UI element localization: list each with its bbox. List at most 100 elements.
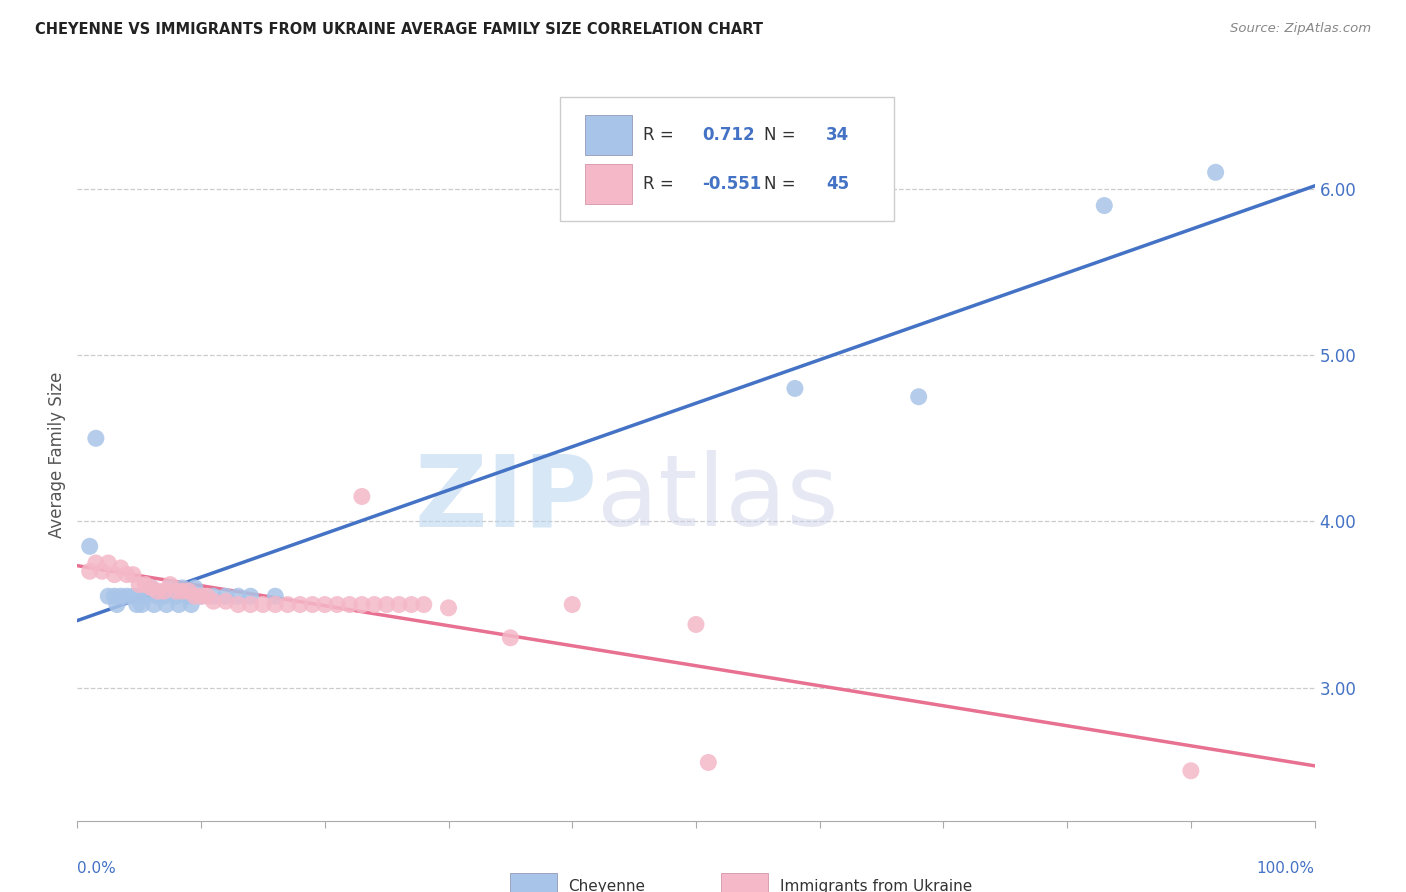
Text: Source: ZipAtlas.com: Source: ZipAtlas.com	[1230, 22, 1371, 36]
Point	[264, 598, 287, 612]
Point	[215, 594, 238, 608]
Text: N =: N =	[763, 127, 801, 145]
Point	[697, 756, 720, 770]
Point	[226, 589, 249, 603]
FancyBboxPatch shape	[585, 115, 631, 155]
Point	[103, 589, 125, 603]
Point	[155, 598, 177, 612]
Point	[165, 589, 187, 603]
Point	[134, 577, 156, 591]
FancyBboxPatch shape	[560, 96, 894, 221]
Point	[153, 584, 176, 599]
Point	[91, 564, 114, 578]
Text: 0.712: 0.712	[702, 127, 755, 145]
Point	[202, 589, 225, 603]
Point	[239, 598, 262, 612]
Point	[84, 431, 107, 445]
Point	[103, 567, 125, 582]
Point	[184, 589, 207, 603]
Point	[412, 598, 434, 612]
Text: R =: R =	[643, 176, 679, 194]
Point	[153, 589, 176, 603]
Point	[79, 539, 101, 553]
Point	[115, 567, 138, 582]
Point	[122, 567, 145, 582]
Point	[685, 617, 707, 632]
Point	[159, 577, 181, 591]
Point	[134, 589, 156, 603]
Point	[350, 490, 373, 504]
Point	[190, 589, 212, 603]
Point	[215, 589, 238, 603]
Text: -0.551: -0.551	[702, 176, 762, 194]
Point	[388, 598, 411, 612]
Point	[202, 594, 225, 608]
Point	[326, 598, 349, 612]
Point	[363, 598, 385, 612]
Point	[177, 584, 200, 599]
Point	[84, 556, 107, 570]
Point	[131, 598, 153, 612]
Point	[172, 584, 194, 599]
Point	[177, 589, 200, 603]
Point	[159, 581, 181, 595]
Point	[97, 556, 120, 570]
Point	[350, 598, 373, 612]
Point	[1092, 198, 1115, 212]
Point	[277, 598, 299, 612]
Text: N =: N =	[763, 176, 801, 194]
FancyBboxPatch shape	[721, 873, 768, 892]
Point	[288, 598, 311, 612]
Point	[339, 598, 361, 612]
Text: 34: 34	[825, 127, 849, 145]
Text: atlas: atlas	[598, 450, 838, 548]
Point	[499, 631, 522, 645]
Point	[180, 598, 202, 612]
Point	[172, 581, 194, 595]
Point	[141, 581, 163, 595]
Text: Immigrants from Ukraine: Immigrants from Ukraine	[780, 879, 973, 892]
Point	[314, 598, 336, 612]
Point	[190, 589, 212, 603]
Point	[252, 598, 274, 612]
Text: 45: 45	[825, 176, 849, 194]
Point	[437, 600, 460, 615]
Text: R =: R =	[643, 127, 679, 145]
Point	[239, 589, 262, 603]
Point	[122, 589, 145, 603]
Point	[184, 581, 207, 595]
Text: 100.0%: 100.0%	[1257, 861, 1315, 876]
Point	[167, 598, 190, 612]
Point	[195, 589, 218, 603]
Point	[97, 589, 120, 603]
Text: CHEYENNE VS IMMIGRANTS FROM UKRAINE AVERAGE FAMILY SIZE CORRELATION CHART: CHEYENNE VS IMMIGRANTS FROM UKRAINE AVER…	[35, 22, 763, 37]
Point	[128, 577, 150, 591]
FancyBboxPatch shape	[510, 873, 557, 892]
Text: 0.0%: 0.0%	[77, 861, 117, 876]
FancyBboxPatch shape	[585, 164, 631, 204]
Point	[264, 589, 287, 603]
Text: ZIP: ZIP	[415, 450, 598, 548]
Point	[561, 598, 583, 612]
Point	[783, 381, 806, 395]
Point	[141, 581, 163, 595]
Point	[110, 589, 132, 603]
Text: Cheyenne: Cheyenne	[568, 879, 645, 892]
Point	[907, 390, 929, 404]
Point	[105, 598, 128, 612]
Point	[1180, 764, 1202, 778]
Point	[79, 564, 101, 578]
Point	[165, 584, 187, 599]
Point	[375, 598, 398, 612]
Point	[143, 598, 166, 612]
Point	[125, 598, 148, 612]
Y-axis label: Average Family Size: Average Family Size	[48, 372, 66, 538]
Point	[146, 584, 169, 599]
Point	[301, 598, 323, 612]
Point	[226, 598, 249, 612]
Point	[146, 589, 169, 603]
Point	[401, 598, 423, 612]
Point	[128, 589, 150, 603]
Point	[115, 589, 138, 603]
Point	[110, 561, 132, 575]
